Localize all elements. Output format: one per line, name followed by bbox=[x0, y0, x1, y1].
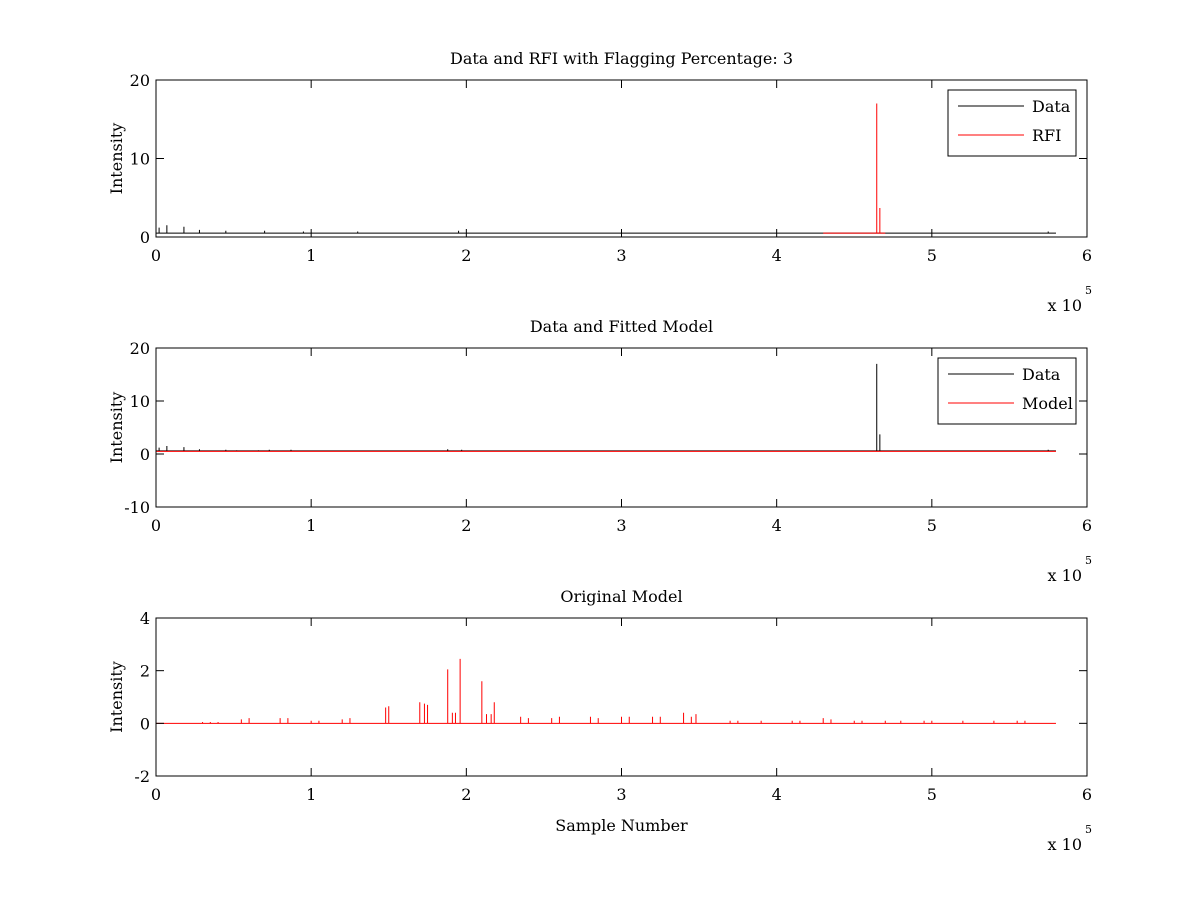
x-scale-multiplier: x 10 bbox=[1048, 835, 1082, 854]
x-tick-label: 3 bbox=[616, 785, 626, 804]
subplot-title: Data and RFI with Flagging Percentage: 3 bbox=[450, 49, 793, 68]
y-axis-label: Intensity bbox=[107, 661, 126, 733]
x-tick-label: 5 bbox=[927, 785, 937, 804]
y-tick-label: 4 bbox=[140, 609, 150, 628]
y-tick-label: 20 bbox=[130, 339, 150, 358]
legend: Data Model bbox=[937, 357, 1077, 425]
legend-label-model: Model bbox=[1022, 394, 1073, 413]
series-line-model bbox=[156, 658, 1056, 724]
plot-area bbox=[156, 618, 1087, 776]
x-scale-exponent: 5 bbox=[1085, 284, 1092, 297]
y-tick-label: 10 bbox=[130, 150, 150, 169]
y-axis-label: Intensity bbox=[107, 123, 126, 195]
x-tick-label: 0 bbox=[151, 785, 161, 804]
x-tick-label: 0 bbox=[151, 246, 161, 265]
series-line-rfi bbox=[823, 103, 886, 234]
x-tick-label: 4 bbox=[772, 516, 782, 535]
x-tick-label: 3 bbox=[616, 516, 626, 535]
legend: Data RFI bbox=[947, 89, 1077, 157]
x-tick-label: 1 bbox=[306, 516, 316, 535]
x-tick-label: 6 bbox=[1082, 785, 1092, 804]
y-axis-label: Intensity bbox=[107, 392, 126, 464]
x-scale-multiplier: x 10 bbox=[1048, 296, 1082, 315]
subplot-1: 0 1 2 3 4 5 6 0 10 20 Data and RFI with Flagging P… bbox=[107, 49, 1092, 315]
series-line-data bbox=[156, 225, 1056, 234]
x-tick-label: 3 bbox=[616, 246, 626, 265]
y-tick-label: 2 bbox=[140, 662, 150, 681]
legend-box bbox=[947, 89, 1077, 157]
x-tick-label: 6 bbox=[1082, 246, 1092, 265]
x-tick-label: 6 bbox=[1082, 516, 1092, 535]
legend-label-data: Data bbox=[1022, 365, 1061, 384]
y-tick-label: -2 bbox=[134, 767, 150, 786]
series-line-data bbox=[156, 363, 1056, 452]
plot-area bbox=[156, 80, 1087, 237]
x-tick-label: 5 bbox=[927, 246, 937, 265]
y-tick-label: 0 bbox=[140, 228, 150, 247]
x-tick-label: 5 bbox=[927, 516, 937, 535]
x-tick-label: 1 bbox=[306, 246, 316, 265]
x-tick-label: 4 bbox=[772, 246, 782, 265]
subplot-title: Data and Fitted Model bbox=[530, 317, 713, 336]
x-tick-label: 0 bbox=[151, 516, 161, 535]
legend-box bbox=[937, 357, 1077, 425]
x-tick-label: 2 bbox=[461, 246, 471, 265]
y-tick-label: 20 bbox=[130, 71, 150, 90]
legend-label-rfi: RFI bbox=[1032, 126, 1061, 145]
x-scale-multiplier: x 10 bbox=[1048, 566, 1082, 585]
y-tick-label: 0 bbox=[140, 445, 150, 464]
x-tick-label: 4 bbox=[772, 785, 782, 804]
legend-label-data: Data bbox=[1032, 97, 1071, 116]
x-scale-exponent: 5 bbox=[1085, 554, 1092, 567]
y-tick-label: 0 bbox=[140, 714, 150, 733]
subplot-title: Original Model bbox=[560, 587, 682, 606]
x-axis-label: Sample Number bbox=[555, 816, 688, 835]
x-tick-label: 2 bbox=[461, 516, 471, 535]
x-tick-label: 2 bbox=[461, 785, 471, 804]
plot-area bbox=[156, 348, 1087, 507]
y-tick-label: 10 bbox=[130, 392, 150, 411]
y-tick-label: -10 bbox=[124, 498, 150, 517]
x-tick-label: 1 bbox=[306, 785, 316, 804]
x-scale-exponent: 5 bbox=[1085, 823, 1092, 836]
